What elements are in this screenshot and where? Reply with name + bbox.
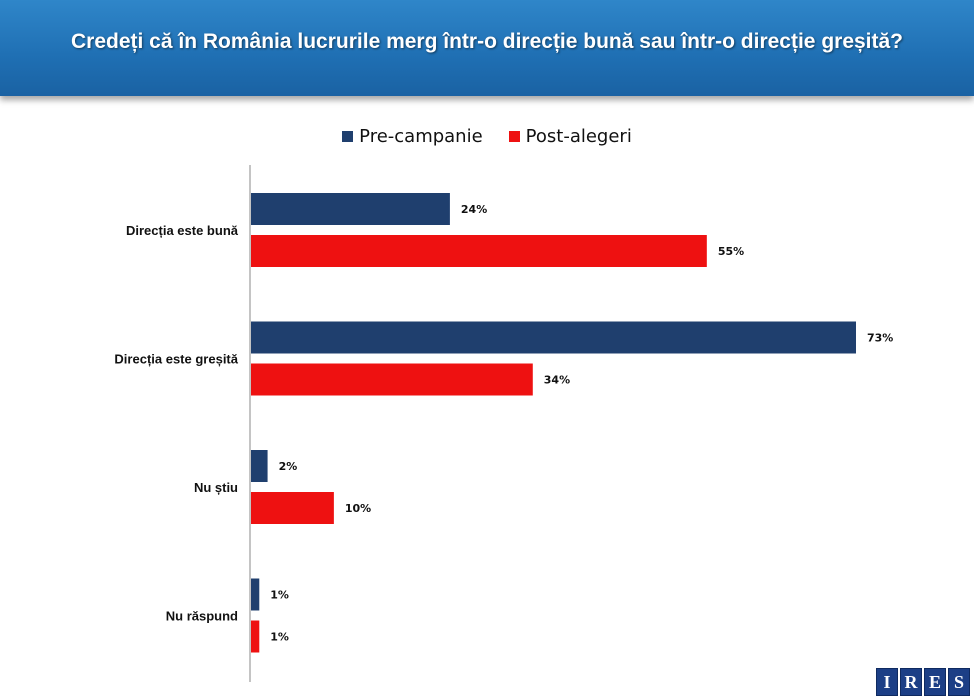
data-label: 24% bbox=[461, 203, 487, 216]
data-label: 2% bbox=[279, 460, 298, 473]
logo-letter: E bbox=[924, 668, 946, 696]
category-label: Nu știu bbox=[194, 480, 238, 495]
bar-pre-campanie bbox=[251, 193, 450, 225]
bar-post-alegeri bbox=[251, 235, 707, 267]
data-label: 73% bbox=[867, 332, 893, 345]
legend-swatch-pre-campanie bbox=[342, 130, 354, 142]
page-title: Credeți că în România lucrurile merg înt… bbox=[70, 30, 904, 53]
data-label: 10% bbox=[345, 502, 371, 515]
ires-logo: I R E S bbox=[876, 668, 970, 696]
legend-swatch-post-alegeri bbox=[508, 130, 520, 142]
logo-letter: R bbox=[900, 668, 922, 696]
legend-item-post-alegeri: Post-alegeri bbox=[508, 125, 632, 147]
header-bar: Credeți că în România lucrurile merg înt… bbox=[0, 0, 974, 96]
data-label: 55% bbox=[718, 245, 744, 258]
bar-pre-campanie bbox=[251, 578, 260, 611]
data-label: 1% bbox=[270, 631, 289, 644]
bar-pre-campanie bbox=[251, 321, 856, 354]
legend-label-pre-campanie: Pre-campanie bbox=[359, 125, 483, 147]
bar-post-alegeri bbox=[251, 620, 260, 653]
bar-pre-campanie bbox=[251, 450, 268, 482]
category-label: Nu răspund bbox=[166, 609, 238, 624]
legend-item-pre-campanie: Pre-campanie bbox=[342, 126, 483, 147]
data-label: 1% bbox=[270, 589, 289, 602]
bar-post-alegeri bbox=[251, 363, 533, 396]
category-label: Direcția este bună bbox=[126, 223, 239, 238]
chart-legend: Pre-campanie Post-alegeri bbox=[0, 124, 974, 148]
bar-post-alegeri bbox=[251, 492, 334, 524]
data-label: 34% bbox=[544, 374, 570, 387]
logo-letter: I bbox=[876, 668, 898, 696]
logo-letter: S bbox=[948, 668, 970, 696]
category-label: Direcția este greșită bbox=[114, 352, 238, 367]
legend-label-post-alegeri: Post-alegeri bbox=[525, 125, 632, 147]
